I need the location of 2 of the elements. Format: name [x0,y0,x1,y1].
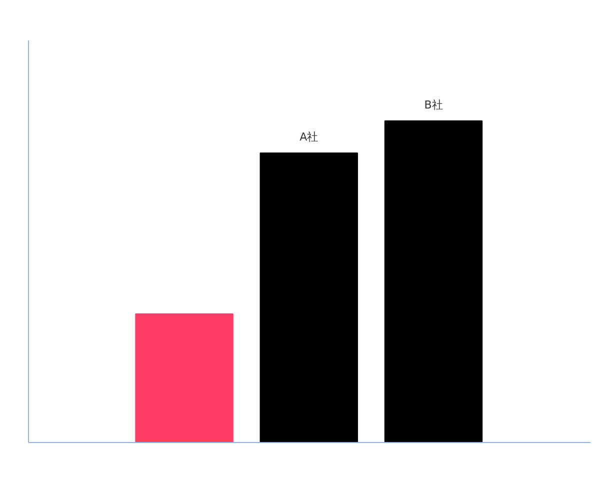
x-tick-label: A社 [300,130,318,144]
x-tick-label: B社 [424,98,443,112]
